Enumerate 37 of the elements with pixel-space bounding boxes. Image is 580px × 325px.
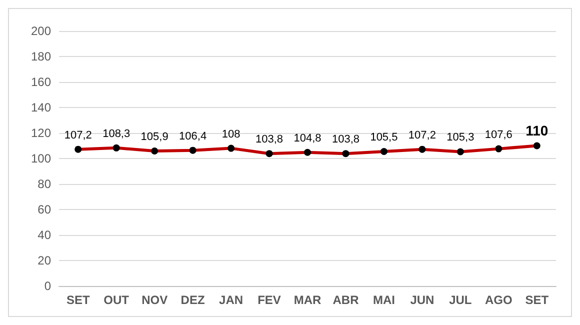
data-label: 104,8: [294, 132, 322, 144]
x-tick-label: MAR: [294, 293, 322, 307]
y-tick-label: 140: [30, 100, 52, 114]
data-label: 106,4: [179, 130, 207, 142]
data-label: 107,2: [64, 129, 92, 142]
y-tick-label: 200: [30, 24, 52, 38]
data-label: 103,8: [332, 134, 360, 146]
x-tick-label: DEZ: [180, 293, 205, 307]
data-label: 110: [526, 122, 548, 138]
x-tick-label: OUT: [104, 293, 130, 307]
x-tick-label: SET: [66, 293, 90, 307]
y-tick-label: 20: [38, 254, 52, 268]
y-tick-label: 180: [30, 50, 52, 64]
x-tick-label: AGO: [484, 293, 512, 307]
data-label: 107,6: [484, 128, 512, 141]
data-label: 105,9: [140, 130, 168, 143]
y-tick-label: 120: [30, 126, 52, 140]
x-tick-label: MAI: [372, 293, 395, 307]
x-tick-label: ABR: [332, 293, 360, 307]
x-tick-label: JUN: [410, 293, 434, 307]
y-tick-label: 40: [38, 228, 52, 242]
data-label: 105,5: [370, 131, 398, 144]
x-tick-label: NOV: [142, 293, 168, 307]
x-tick-label: SET: [525, 293, 550, 307]
y-tick-label: 0: [44, 279, 52, 293]
data-label: 107,2: [408, 129, 436, 142]
y-tick-label: 160: [30, 75, 52, 89]
y-tick-label: 80: [38, 177, 52, 191]
y-tick-label: 100: [30, 152, 52, 166]
y-tick-label: 60: [38, 202, 52, 216]
data-label: 108: [222, 128, 240, 140]
x-tick-label: JUL: [449, 293, 472, 307]
data-label: 108,3: [102, 128, 130, 140]
x-tick-label: FEV: [258, 293, 281, 307]
data-label: 105,3: [446, 132, 474, 144]
data-label: 103,8: [256, 134, 284, 146]
x-tick-label: JAN: [219, 293, 244, 307]
